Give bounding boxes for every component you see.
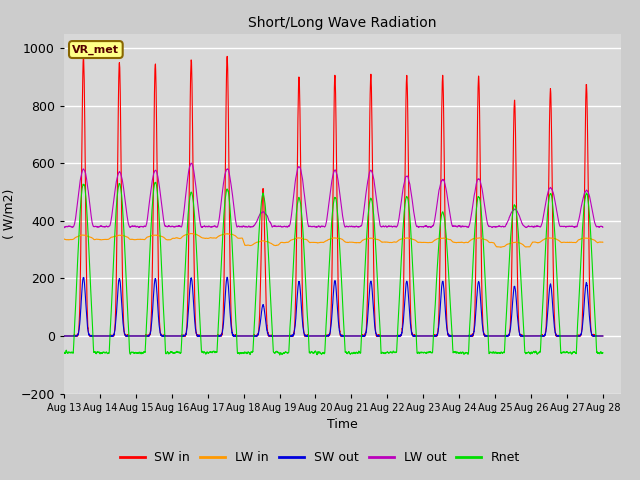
SW out xyxy=(314,333,321,339)
LW out xyxy=(314,224,321,230)
Line: SW out: SW out xyxy=(64,277,603,336)
LW in xyxy=(188,230,196,236)
Rnet xyxy=(276,352,284,358)
LW in xyxy=(60,236,68,242)
Line: LW out: LW out xyxy=(64,163,603,228)
SW out xyxy=(60,333,68,339)
SW out xyxy=(454,333,462,339)
Line: Rnet: Rnet xyxy=(64,182,603,355)
LW in xyxy=(598,239,606,245)
Line: LW in: LW in xyxy=(64,233,603,247)
Rnet xyxy=(424,349,432,355)
LW out xyxy=(485,223,493,229)
LW in xyxy=(599,240,607,245)
Rnet xyxy=(60,350,68,356)
SW in xyxy=(598,333,606,339)
Title: Short/Long Wave Radiation: Short/Long Wave Radiation xyxy=(248,16,436,30)
SW in xyxy=(485,333,493,339)
LW in xyxy=(497,244,504,250)
LW out xyxy=(60,225,68,231)
SW in xyxy=(599,333,607,339)
SW out xyxy=(599,333,607,339)
SW in xyxy=(157,333,164,338)
Line: SW in: SW in xyxy=(64,56,603,336)
SW in xyxy=(80,53,88,59)
LW out xyxy=(187,160,195,166)
LW out xyxy=(454,223,462,228)
LW out xyxy=(157,196,164,202)
SW in xyxy=(314,333,321,339)
SW in xyxy=(454,333,462,339)
Rnet xyxy=(599,350,607,356)
Rnet xyxy=(598,350,606,356)
LW out xyxy=(598,224,606,229)
Rnet xyxy=(157,250,164,256)
LW in xyxy=(454,240,462,245)
LW out xyxy=(599,224,607,230)
X-axis label: Time: Time xyxy=(327,418,358,431)
Text: VR_met: VR_met xyxy=(72,44,119,55)
SW out xyxy=(598,333,606,339)
SW out xyxy=(223,275,231,280)
Legend: SW in, LW in, SW out, LW out, Rnet: SW in, LW in, SW out, LW out, Rnet xyxy=(115,446,525,469)
SW out xyxy=(157,332,164,337)
LW in xyxy=(424,240,432,246)
SW out xyxy=(485,333,493,339)
SW in xyxy=(424,333,432,339)
LW out xyxy=(424,224,432,229)
LW in xyxy=(157,233,164,239)
Y-axis label: ( W/m2): ( W/m2) xyxy=(2,189,15,239)
Rnet xyxy=(485,348,493,354)
LW in xyxy=(314,240,321,246)
LW in xyxy=(485,239,493,245)
LW out xyxy=(60,225,68,230)
Rnet xyxy=(454,350,462,356)
SW out xyxy=(424,333,432,339)
SW in xyxy=(60,333,68,339)
Rnet xyxy=(152,180,159,185)
Rnet xyxy=(314,350,321,356)
